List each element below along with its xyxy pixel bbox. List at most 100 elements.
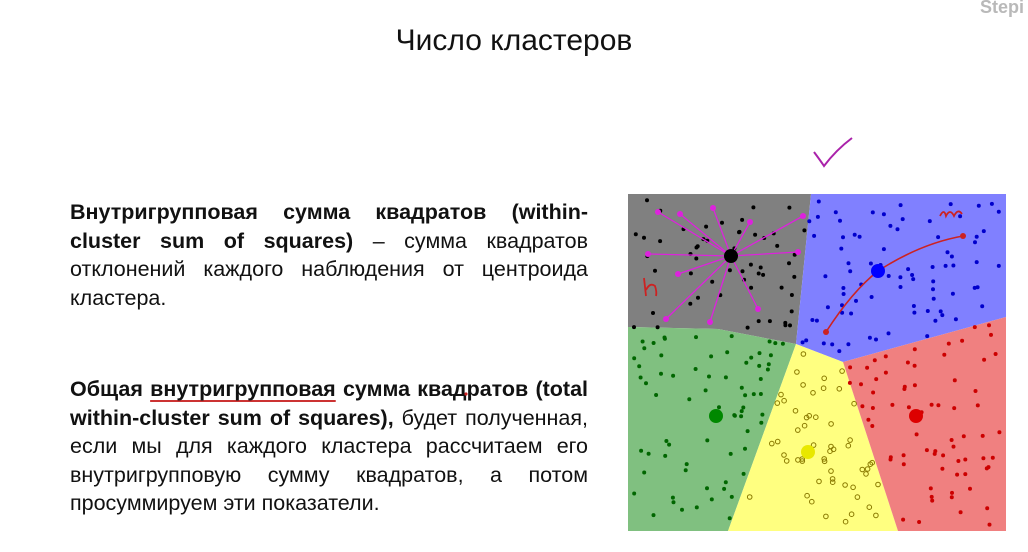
data-point <box>633 232 638 237</box>
data-point <box>930 265 935 269</box>
data-point <box>867 461 874 468</box>
data-point <box>717 405 721 410</box>
data-point <box>810 442 817 448</box>
data-point <box>671 500 676 505</box>
data-point <box>743 446 747 451</box>
data-point <box>667 442 672 447</box>
data-point <box>837 349 842 354</box>
data-point <box>729 494 734 499</box>
data-point <box>898 275 903 280</box>
data-point <box>931 279 936 284</box>
centroid <box>724 249 738 263</box>
data-point <box>821 456 827 462</box>
data-point <box>651 311 655 315</box>
data-point <box>958 510 963 515</box>
data-point <box>789 309 794 314</box>
data-point <box>936 235 941 240</box>
data-point <box>888 455 893 460</box>
data-point <box>767 319 772 324</box>
data-point <box>694 256 699 261</box>
data-point <box>948 202 953 207</box>
data-point <box>815 214 820 219</box>
data-point <box>976 203 981 208</box>
data-point <box>820 385 827 391</box>
data-point <box>942 352 947 357</box>
distance-line <box>677 255 732 275</box>
data-point <box>881 247 886 252</box>
data-point <box>993 352 998 356</box>
data-point <box>688 301 693 306</box>
data-point <box>795 457 801 463</box>
data-point <box>632 491 637 496</box>
data-point <box>986 465 991 470</box>
data-point <box>972 325 977 330</box>
data-point <box>960 338 965 343</box>
data-point <box>940 466 945 471</box>
data-point <box>864 466 871 472</box>
checkmark-icon <box>813 137 853 168</box>
centroid <box>871 264 885 278</box>
data-point <box>792 274 797 279</box>
data-point <box>743 393 748 398</box>
data-point <box>659 353 664 358</box>
data-point <box>963 472 968 477</box>
data-point <box>729 334 734 339</box>
data-point <box>794 369 800 375</box>
data-point <box>758 392 763 396</box>
data-point <box>804 492 810 499</box>
data-point <box>912 310 917 315</box>
data-point <box>651 513 656 518</box>
data-point <box>653 268 657 273</box>
data-point <box>848 269 853 274</box>
distance-endpoint <box>823 329 829 335</box>
data-point <box>845 442 852 449</box>
distance-endpoint <box>645 251 651 257</box>
data-point <box>870 424 875 428</box>
data-point <box>829 476 836 482</box>
distance-line <box>709 255 732 323</box>
data-point <box>906 267 911 272</box>
data-point <box>807 219 812 224</box>
distance-lines <box>645 205 966 335</box>
data-point <box>757 363 762 368</box>
data-point <box>898 285 903 289</box>
data-point <box>881 212 886 217</box>
data-point <box>659 371 663 376</box>
data-point <box>949 254 954 259</box>
data-point <box>886 274 891 278</box>
data-point <box>671 373 676 378</box>
data-point <box>917 520 922 524</box>
data-point <box>814 318 819 323</box>
data-point <box>739 414 744 419</box>
data-point <box>775 243 780 248</box>
data-point <box>860 404 865 409</box>
data-point <box>821 341 826 346</box>
centroid <box>909 409 923 423</box>
data-point <box>761 272 766 277</box>
data-point <box>816 478 822 485</box>
data-point <box>945 250 950 255</box>
data-point <box>851 400 857 407</box>
data-point <box>972 285 977 290</box>
data-point <box>816 199 821 204</box>
data-point <box>873 512 879 519</box>
distance-line <box>730 255 759 310</box>
data-point <box>931 296 936 301</box>
data-point <box>980 433 985 438</box>
data-point <box>703 388 708 393</box>
data-point <box>974 260 979 265</box>
data-point <box>952 378 957 383</box>
data-point <box>823 513 829 520</box>
data-point <box>859 382 863 387</box>
centroid <box>801 445 815 459</box>
data-point <box>688 271 693 276</box>
data-point <box>787 205 792 210</box>
data-point <box>638 375 643 380</box>
data-point <box>707 374 711 379</box>
data-point <box>728 451 733 456</box>
term-total-start: Общая <box>70 377 151 401</box>
data-point <box>727 268 732 273</box>
data-point <box>929 402 934 407</box>
data-point <box>848 365 853 370</box>
data-point <box>732 413 737 418</box>
